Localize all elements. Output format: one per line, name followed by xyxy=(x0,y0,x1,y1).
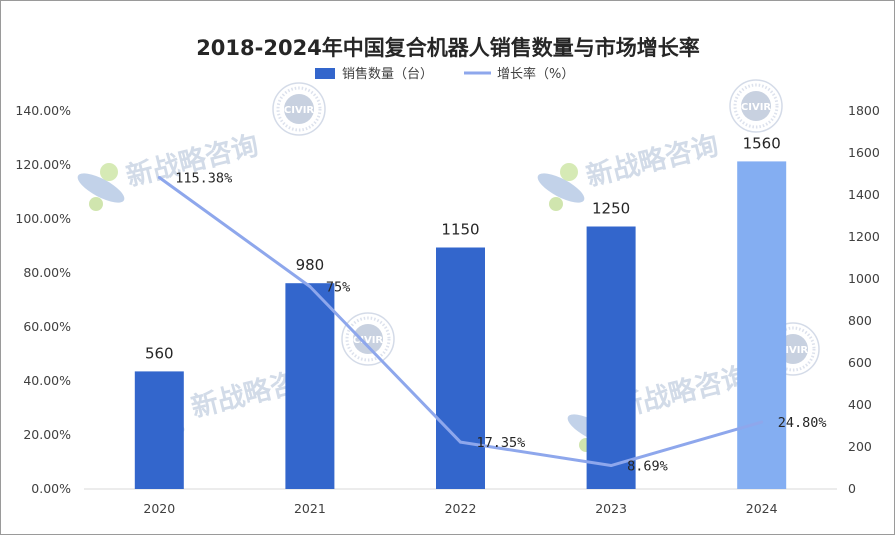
watermark-seal-icon: CIVIR xyxy=(271,81,327,137)
left-tick-label: 140.00% xyxy=(15,103,71,118)
bar-2020 xyxy=(134,371,184,489)
right-tick-label: 1600 xyxy=(848,145,880,160)
growth-rate-point xyxy=(609,464,613,468)
line-series: 115.38% 75% 17.35% 8.69% 24.80% xyxy=(157,170,827,475)
legend-line-label: 增长率（%） xyxy=(497,66,574,82)
growth-rate-label: 115.38% xyxy=(175,170,232,186)
chart-title: 2018-2024年中国复合机器人销售数量与市场增长率 xyxy=(196,36,700,60)
growth-rate-label: 75% xyxy=(326,280,350,296)
bar-2021 xyxy=(285,283,335,489)
bar-value-label: 1250 xyxy=(592,200,630,218)
legend-bar-swatch xyxy=(315,68,335,79)
svg-text:CIVIR: CIVIR xyxy=(353,335,384,346)
left-tick-label: 20.00% xyxy=(23,427,71,442)
watermark-bubbles-icon xyxy=(533,163,589,211)
growth-rate-point xyxy=(157,175,161,179)
bar-value-label: 560 xyxy=(145,344,174,362)
growth-rate-label: 8.69% xyxy=(627,459,668,475)
left-tick-label: 80.00% xyxy=(23,265,71,280)
svg-text:CIVIR: CIVIR xyxy=(741,102,772,113)
svg-text:CIVIR: CIVIR xyxy=(284,105,315,116)
x-tick-label: 2023 xyxy=(595,501,627,516)
left-tick-label: 40.00% xyxy=(23,373,71,388)
bar-2024 xyxy=(737,161,787,489)
right-tick-label: 200 xyxy=(848,439,872,454)
right-tick-label: 1800 xyxy=(848,103,880,118)
x-tick-label: 2020 xyxy=(143,501,175,516)
right-tick-label: 1000 xyxy=(848,271,880,286)
x-tick-label: 2022 xyxy=(445,501,477,516)
left-tick-label: 60.00% xyxy=(23,319,71,334)
watermark-seal-icon: CIVIR xyxy=(340,311,396,367)
right-axis: 0 200 400 600 800 1000 1200 1400 1600 1800 xyxy=(848,103,880,496)
right-tick-label: 1200 xyxy=(848,229,880,244)
growth-rate-point xyxy=(760,420,764,424)
growth-rate-point xyxy=(308,285,312,288)
legend-bar-label: 销售数量（台） xyxy=(342,66,433,82)
right-tick-label: 600 xyxy=(848,355,872,370)
watermark-seal-icon: CIVIR xyxy=(765,321,821,377)
bar-value-label: 1150 xyxy=(441,221,479,239)
svg-text:CIVIR: CIVIR xyxy=(778,345,809,356)
bar-2022 xyxy=(436,247,485,489)
left-tick-label: 100.00% xyxy=(15,211,71,226)
bar-value-label: 1560 xyxy=(743,134,781,152)
growth-rate-label: 24.80% xyxy=(778,415,827,431)
watermark-bubbles-icon xyxy=(73,163,129,211)
left-axis: 0.00% 20.00% 40.00% 60.00% 80.00% 100.00% 120.… xyxy=(15,103,71,496)
watermark-text: 新战略咨询 xyxy=(583,129,722,193)
right-tick-label: 1400 xyxy=(848,187,880,202)
growth-rate-point xyxy=(459,440,462,444)
right-tick-label: 0 xyxy=(848,481,856,496)
left-tick-label: 120.00% xyxy=(15,157,71,172)
bar-series: 560 980 1150 1250 1560 xyxy=(134,134,787,489)
right-tick-label: 400 xyxy=(848,397,872,412)
legend: 销售数量（台） 增长率（%） xyxy=(315,66,574,82)
bar-value-label: 980 xyxy=(296,256,325,274)
watermark-seal-icon: CIVIR xyxy=(728,78,784,134)
x-tick-label: 2021 xyxy=(294,501,326,516)
watermark-logo: 新战略咨询 xyxy=(73,129,262,211)
x-tick-label: 2024 xyxy=(746,501,778,516)
growth-rate-label: 17.35% xyxy=(477,435,526,451)
bar-2023 xyxy=(586,226,636,489)
right-tick-label: 800 xyxy=(848,313,872,328)
x-axis: 2020 2021 2022 2023 2024 xyxy=(143,501,777,516)
left-tick-label: 0.00% xyxy=(31,481,71,496)
